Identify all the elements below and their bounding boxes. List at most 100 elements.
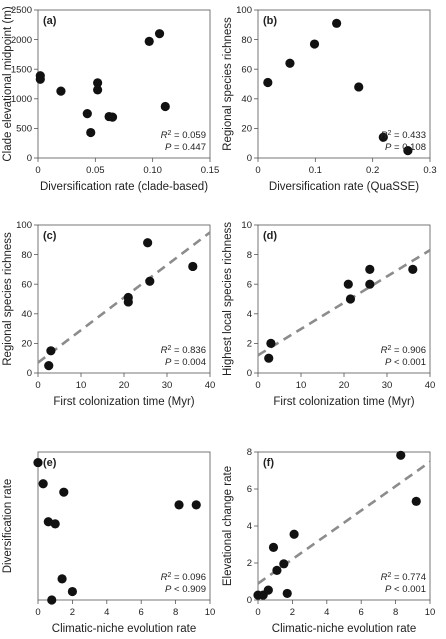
data-point	[264, 353, 274, 363]
x-tick-label: 0	[255, 380, 260, 391]
r-squared-value: = 0.836	[171, 345, 206, 356]
data-point	[174, 500, 184, 510]
data-point	[378, 132, 388, 142]
x-axis-label: Climatic-niche evolution rate	[272, 623, 416, 635]
data-point	[123, 292, 133, 303]
p-value: < 0.001	[391, 357, 426, 368]
x-axis-label: Diversification rate (QuaSSE)	[269, 181, 419, 193]
panel-label: (d)	[263, 230, 277, 242]
data-point	[365, 264, 375, 274]
data-point	[289, 529, 299, 539]
y-tick-label: 4	[247, 521, 252, 532]
p-symbol: P	[385, 584, 392, 595]
data-point	[47, 595, 57, 605]
p-value-stat: P < 0.001	[385, 584, 426, 595]
p-symbol: P	[165, 142, 172, 153]
y-tick-label: 500	[16, 124, 32, 135]
r-symbol: R	[381, 345, 388, 356]
plot-frame	[37, 9, 211, 159]
data-point	[279, 559, 289, 569]
p-value: = 0.004	[171, 357, 206, 368]
r-squared-stat: R2 = 0.059	[161, 130, 206, 142]
x-tick-label: 2	[70, 607, 75, 618]
x-tick-label: 0.1	[309, 165, 322, 176]
x-tick-label: 20	[119, 380, 130, 391]
r-squared-exponent: 2	[387, 345, 391, 352]
x-tick-label: 0	[255, 607, 260, 618]
y-tick-label: 2000	[11, 35, 32, 46]
y-axis-label: Elevational change rate	[222, 466, 234, 586]
r-squared-stat: R2 = 0.836	[161, 345, 206, 357]
plot-frame	[37, 451, 211, 601]
x-tick-label: 10	[296, 380, 307, 391]
data-point	[403, 146, 413, 156]
y-tick-label: 100	[236, 5, 252, 16]
p-symbol: P	[385, 142, 392, 153]
x-tick-label: 0.15	[201, 165, 220, 176]
plot-frame	[257, 9, 431, 159]
y-tick-label: 60	[241, 64, 252, 75]
r-squared-value: = 0.433	[391, 130, 426, 141]
data-point	[272, 565, 282, 576]
panel-f: 0 2 4 6 8 10 0 2 4 6 8 Climatic-niche evolution rat…	[222, 447, 435, 635]
p-symbol: P	[385, 357, 392, 368]
x-tick-label: 0.10	[143, 165, 162, 176]
panel-label: (c)	[43, 230, 57, 242]
data-point	[263, 77, 273, 88]
y-tick-label: 40	[21, 309, 32, 320]
y-tick-label: 0	[247, 368, 252, 379]
data-point	[345, 294, 356, 304]
x-tick-label: 10	[205, 607, 216, 618]
y-tick-label: 2	[247, 339, 252, 350]
x-tick-label: 0	[35, 607, 40, 618]
x-tick-label: 0.3	[423, 165, 436, 176]
y-axis-label: Regional species richness	[222, 17, 234, 151]
x-axis-label: Diversification rate (clade-based)	[40, 181, 208, 193]
y-tick-label: 2	[247, 558, 252, 569]
data-point	[191, 500, 201, 510]
y-tick-label: 1000	[11, 94, 32, 105]
r-symbol: R	[381, 130, 388, 141]
data-point	[67, 586, 77, 597]
x-tick-label: 40	[205, 380, 216, 391]
r-squared-stat: R2 = 0.096	[161, 572, 206, 584]
y-tick-label: 1500	[11, 64, 32, 75]
p-value-stat: P = 0.004	[165, 357, 206, 368]
x-tick-label: 0	[35, 380, 40, 391]
r-squared-stat: R2 = 0.906	[381, 345, 426, 357]
panel-a: 0 0.05 0.10 0.15 0 500 1000 1500 2000 2500 Diversi…	[2, 5, 219, 193]
x-tick-label: 4	[104, 607, 109, 618]
data-point	[33, 457, 43, 468]
data-point	[143, 238, 153, 248]
panel-label: (b)	[263, 15, 277, 27]
x-tick-label: 8	[393, 607, 398, 618]
r-symbol: R	[161, 130, 168, 141]
data-point	[268, 542, 279, 552]
y-axis-label: Clade elevational midpoint (m)	[2, 6, 14, 161]
y-tick-label: 4	[247, 309, 252, 320]
x-tick-label: 10	[76, 380, 87, 391]
p-value: = 0.108	[391, 142, 426, 153]
data-point	[35, 74, 45, 84]
y-axis-label: Highest local species richness	[222, 222, 234, 376]
r-symbol: R	[161, 572, 168, 583]
r-squared-value: = 0.774	[391, 572, 426, 583]
x-tick-label: 4	[324, 607, 329, 618]
y-tick-label: 0	[247, 595, 252, 606]
data-point	[82, 109, 92, 119]
p-symbol: P	[165, 357, 172, 368]
x-tick-label: 2	[290, 607, 295, 618]
y-tick-label: 20	[241, 124, 252, 135]
x-tick-label: 40	[425, 380, 436, 391]
y-tick-label: 6	[247, 279, 252, 290]
panel-label: (a)	[43, 15, 57, 27]
r-squared-stat: R2 = 0.774	[381, 572, 426, 584]
y-tick-label: 20	[21, 339, 32, 350]
panel-label: (f)	[263, 457, 274, 469]
r-squared-exponent: 2	[167, 130, 171, 137]
regression-line	[257, 249, 431, 357]
r-squared-exponent: 2	[387, 130, 391, 137]
data-point	[145, 276, 155, 286]
r-squared-value: = 0.906	[391, 345, 426, 356]
r-squared-value: = 0.096	[171, 572, 206, 583]
